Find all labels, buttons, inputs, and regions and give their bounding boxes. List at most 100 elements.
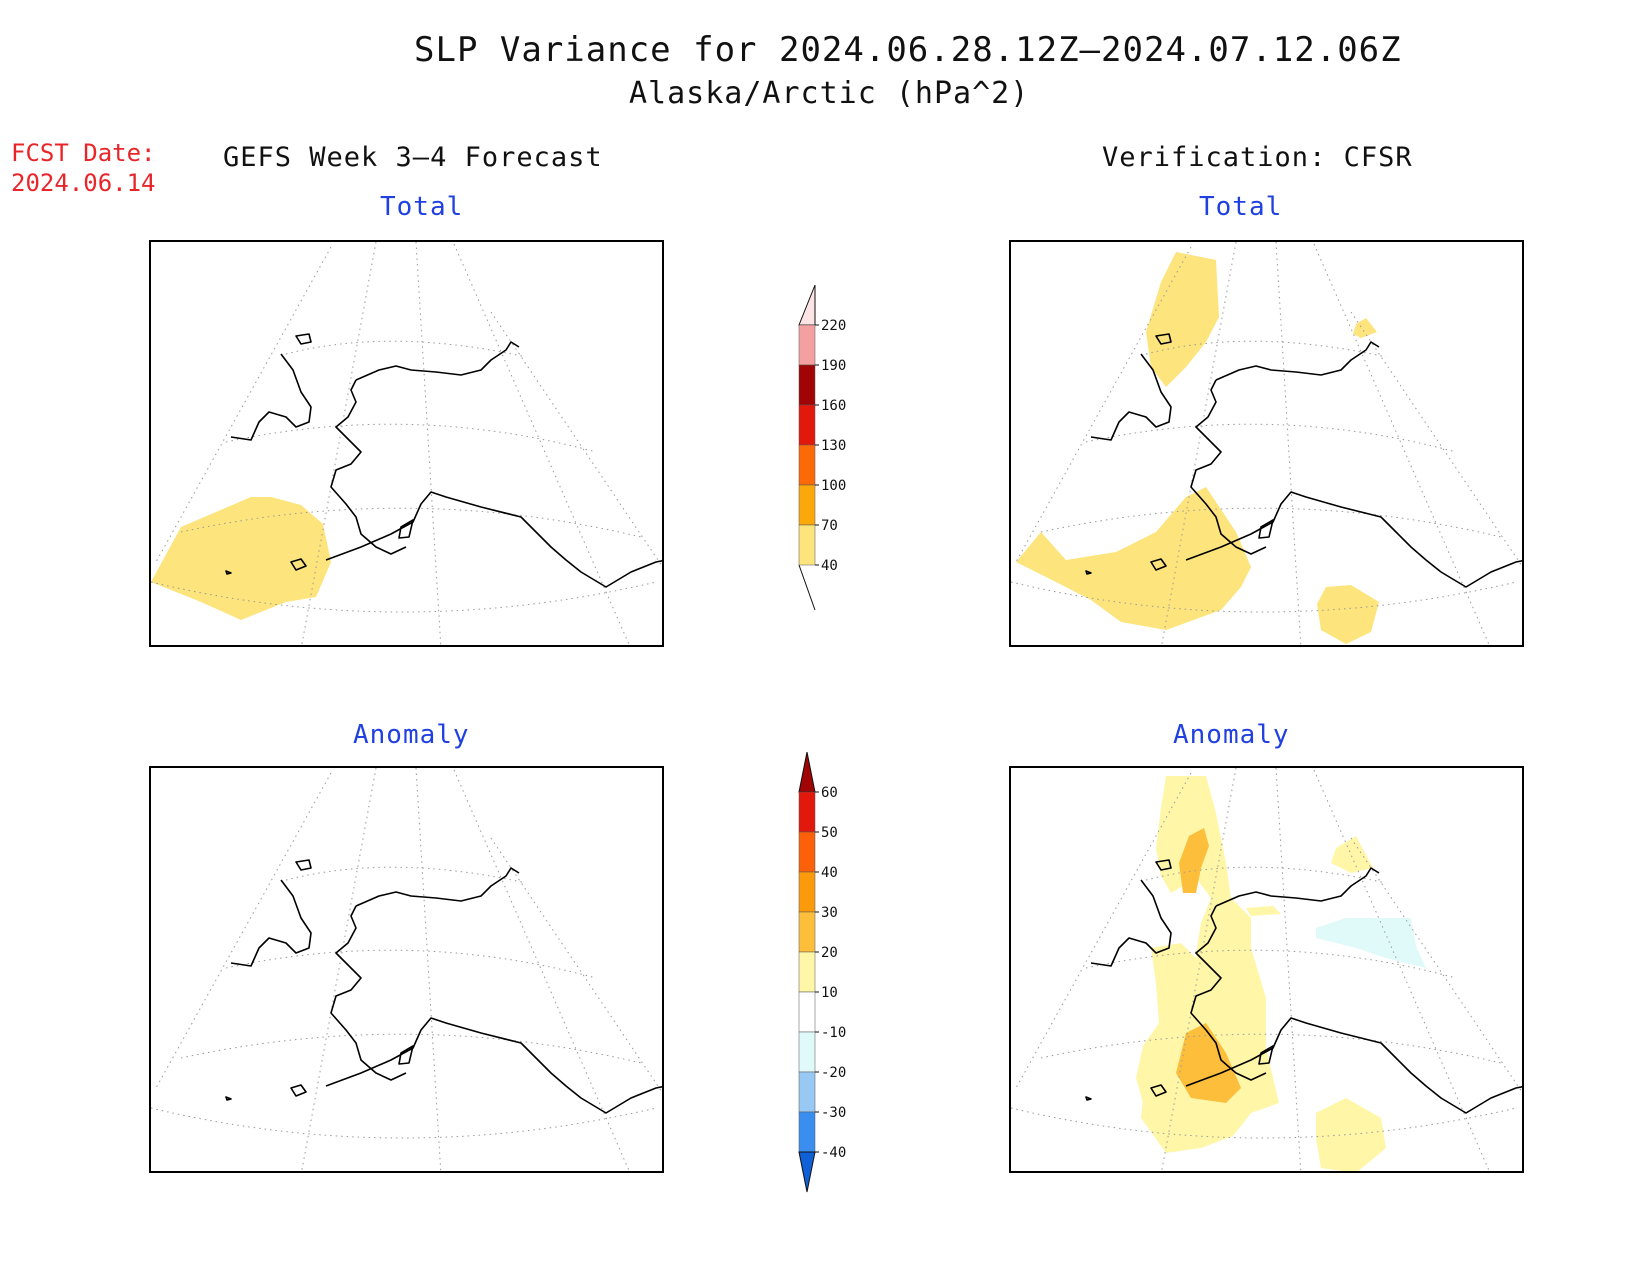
graticule-lines [151,768,662,1171]
russia-coastline [230,879,312,967]
alaska-arctic-coast [355,341,520,381]
forecast-total-label: Total [380,192,464,222]
figure-title: SLP Variance for 2024.06.28.12Z–2024.07.… [414,30,1402,70]
parallel-line [1085,423,1457,453]
aleutian-islands [1085,1084,1167,1101]
kodiak-island [398,1045,414,1065]
colorbar-segment [798,751,816,793]
colorbar-tick-label: 50 [821,825,838,841]
kodiak-island [1258,1045,1274,1065]
meridian-line [1350,837,1522,1093]
alaska-coastline [1085,333,1522,588]
colorbar-segment [798,324,816,366]
total-variance-shading [1016,252,1379,644]
parallel-line [225,423,597,453]
graticule-lines [1011,768,1522,1171]
colorbar-tick-label: 160 [821,398,846,414]
parallel-line [151,1107,657,1139]
parallel-line [1011,581,1517,613]
total-colorbar: 220 190 160 130 100 70 40 [795,280,865,614]
meridian-line [453,769,630,1171]
colorbar-tick-label: -20 [821,1065,846,1081]
meridian-line [1275,242,1302,645]
alaska-north-coast [1190,905,1267,1081]
colorbar-segment [798,484,816,526]
colorbar-segment [798,364,816,406]
meridian-line [490,837,662,1093]
meridian-line [1313,769,1490,1171]
colorbar-segment [798,1071,816,1113]
meridian-line [301,768,377,1171]
meridian-line [1313,243,1490,645]
colorbar-tick-label: 10 [821,985,838,1001]
graticule-lines [151,242,662,645]
meridian-line [415,242,442,645]
parallel-line [1040,1033,1502,1064]
colorbar-tick-label: 220 [821,318,846,334]
colorbar-segment [798,524,816,566]
verification-total-label: Total [1199,192,1283,222]
parallel-line [285,340,527,358]
alaska-north-coast [1190,379,1267,555]
kodiak-island [1258,519,1274,539]
fcst-date-label: FCST Date: [11,139,156,167]
colorbar-segment [798,1031,816,1073]
russia-coastline [1090,879,1172,967]
colorbar-tick-label: 60 [821,785,838,801]
colorbar-tick-label: 20 [821,945,838,961]
parallel-line [1085,949,1457,979]
st-lawrence-island [1155,333,1172,345]
alaska-arctic-coast [1215,341,1380,381]
colorbar-segment [798,991,816,1033]
verification-anomaly-map [1009,766,1524,1173]
colorbar-segment [798,911,816,953]
forecast-anomaly-label: Anomaly [353,720,470,750]
colorbar-segment [798,871,816,913]
colorbar-segment [798,1151,816,1193]
meridian-line [155,772,332,1089]
st-lawrence-island [295,333,312,345]
russia-coastline [1090,353,1172,441]
verification-total-map [1009,240,1524,647]
colorbar-segment [798,1111,816,1153]
colorbar-tick-label: 30 [821,905,838,921]
colorbar-segment [798,444,816,486]
st-lawrence-island [295,859,312,871]
verification-column-header: Verification: CFSR [1102,142,1413,173]
colorbar-tick-label: 70 [821,518,838,534]
colorbar-segment [798,791,816,833]
colorbar-tick-label: 130 [821,438,846,454]
alaska-south-coast [325,491,662,588]
aleutian-islands [1085,558,1167,575]
kodiak-island [398,519,414,539]
aleutian-islands [225,1084,307,1101]
meridian-line [1350,311,1522,567]
parallel-line [180,1033,642,1064]
meridian-line [453,243,630,645]
alaska-coastline [225,859,662,1114]
colorbar-segment [798,284,816,326]
colorbar-segment [798,831,816,873]
verification-anomaly-label: Anomaly [1173,720,1290,750]
colorbar-tick-label: -40 [821,1145,846,1161]
colorbar-segment [798,404,816,446]
alaska-arctic-coast [355,867,520,907]
total-variance-shading [151,497,331,620]
parallel-line [1040,507,1502,538]
forecast-column-header: GEFS Week 3–4 Forecast [223,142,603,173]
st-lawrence-island [1155,859,1172,871]
colorbar-tick-label: 40 [821,558,838,574]
alaska-coastline [225,333,662,588]
fcst-date-value: 2024.06.14 [11,169,156,197]
parallel-line [285,866,527,884]
meridian-line [1275,768,1302,1171]
forecast-anomaly-map [149,766,664,1173]
alaska-south-coast [325,1017,662,1114]
colorbar-tick-label: 190 [821,358,846,374]
colorbar-tick-label: 40 [821,865,838,881]
aleutian-islands [225,558,307,575]
russia-coastline [230,353,312,441]
colorbar-tick-label: -10 [821,1025,846,1041]
meridian-line [415,768,442,1171]
graticule-lines [1011,242,1522,645]
